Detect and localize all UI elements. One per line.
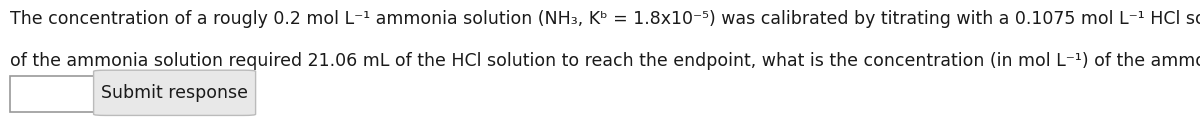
FancyBboxPatch shape	[94, 70, 256, 115]
Bar	[10, 76, 96, 112]
Text: The concentration of a rougly 0.2 mol L⁻¹ ammonia solution (NH₃, Kᵇ = 1.8x10⁻⁵) : The concentration of a rougly 0.2 mol L⁻…	[10, 10, 1200, 27]
Text: Submit response: Submit response	[101, 84, 248, 102]
Text: of the ammonia solution required 21.06 mL of the HCl solution to reach the endpo: of the ammonia solution required 21.06 m…	[10, 52, 1200, 70]
